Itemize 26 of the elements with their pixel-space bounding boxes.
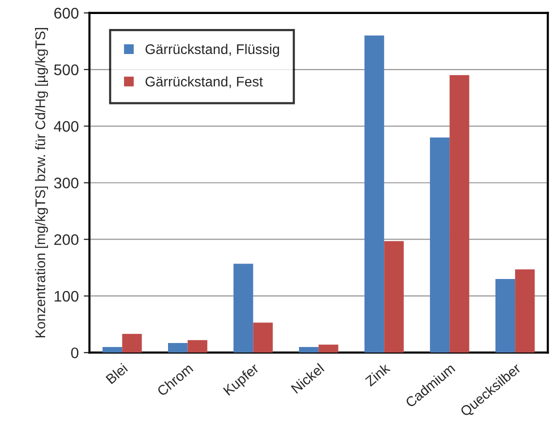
- bar: [234, 264, 254, 353]
- y-tick-label: 500: [54, 64, 78, 76]
- legend-label: Gärrückstand, Fest: [146, 76, 263, 88]
- bar: [298, 346, 319, 353]
- x-tick-label: Zink: [364, 362, 391, 387]
- y-axis-title: Konzentration [mg/kgTS] bzw. für Cd/Hg [µg/kgTS]: [35, 28, 48, 338]
- bar: [122, 334, 142, 353]
- bar: [318, 344, 338, 353]
- bar: [102, 346, 122, 353]
- y-tick-label: 400: [54, 121, 78, 132]
- y-tick-label: 200: [54, 234, 78, 246]
- bar: [364, 36, 384, 353]
- y-tick-label: 600: [54, 8, 78, 19]
- bar: [253, 322, 273, 353]
- bar: [188, 340, 208, 353]
- bar: [384, 241, 404, 353]
- bar: [430, 137, 450, 353]
- y-tick-label: 100: [54, 290, 78, 302]
- bar: [168, 342, 188, 353]
- bar: [495, 279, 516, 353]
- bar: [450, 75, 470, 353]
- y-tick-label: 300: [54, 178, 78, 188]
- bar: [515, 269, 535, 353]
- x-tick-label: Blei: [105, 362, 128, 384]
- y-tick-label: 0: [71, 347, 78, 358]
- legend-label: Gärrückstand, Flüssig: [146, 44, 280, 57]
